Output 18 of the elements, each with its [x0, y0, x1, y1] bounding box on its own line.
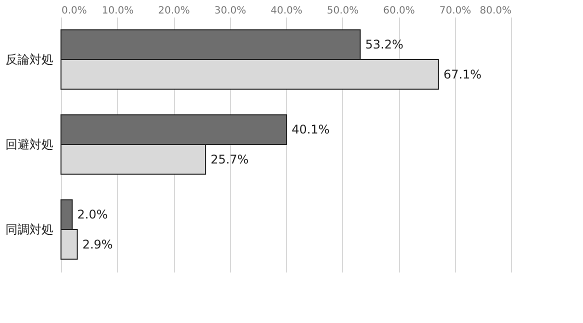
y-tick-label: 回避対処 [6, 138, 54, 152]
x-tick-label: 80.0% [480, 6, 512, 16]
data-label: 25.7% [210, 152, 249, 166]
data-label: 53.2% [365, 38, 404, 52]
data-label: 2.9% [82, 237, 113, 252]
data-label: 2.0% [77, 208, 108, 222]
x-tick-label: 50.0% [326, 6, 359, 16]
x-tick-label: 20.0% [158, 6, 190, 16]
x-tick-label: 0.0% [62, 6, 87, 16]
x-tick-label: 60.0% [383, 6, 415, 16]
y-tick-label: 反論対処 [6, 52, 54, 66]
x-tick-label: 70.0% [439, 6, 472, 16]
data-label: 67.1% [443, 67, 482, 82]
x-tick-label: 30.0% [214, 6, 246, 16]
data-label: 40.1% [292, 122, 330, 137]
x-tick-label: 40.0% [270, 6, 302, 16]
y-tick-label: 同調対処 [6, 222, 54, 236]
x-tick-label: 10.0% [102, 6, 134, 16]
